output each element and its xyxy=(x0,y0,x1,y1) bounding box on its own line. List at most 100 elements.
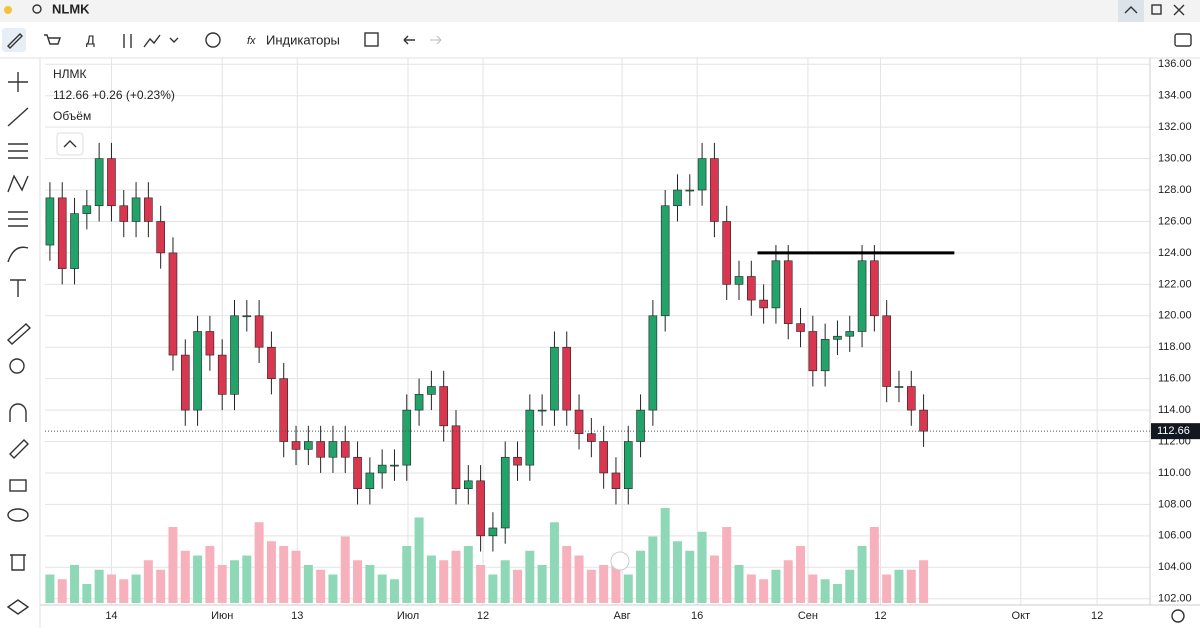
text-tool[interactable] xyxy=(10,279,26,297)
candle-body xyxy=(230,315,239,395)
candle-body xyxy=(673,189,682,207)
screenshot-button[interactable] xyxy=(1174,33,1192,47)
volume-bar xyxy=(513,569,523,603)
volume-bar xyxy=(660,508,670,603)
candle-body xyxy=(783,260,793,324)
volume-bar xyxy=(722,527,732,603)
window-button[interactable] xyxy=(1151,4,1162,15)
magnet-tool[interactable] xyxy=(9,403,27,422)
volume-bar xyxy=(180,550,190,603)
candle-body xyxy=(353,456,362,489)
volume-bar xyxy=(291,550,301,603)
status-dot xyxy=(4,6,12,14)
brush-tool[interactable] xyxy=(7,246,29,263)
layout-button[interactable] xyxy=(364,32,379,47)
candle-body xyxy=(919,409,928,432)
volume-bar xyxy=(279,546,289,603)
crosshair-tool[interactable] xyxy=(8,72,28,92)
candle-body xyxy=(500,456,510,529)
ruler-tool[interactable] xyxy=(6,323,32,345)
volume-bar xyxy=(389,579,399,603)
candle-body xyxy=(488,527,498,537)
y-tick-label: 134.00 xyxy=(1158,90,1192,102)
candle-body xyxy=(45,197,55,246)
area-icon[interactable] xyxy=(143,34,161,48)
candle-body xyxy=(70,213,79,269)
legend-price: 112.66 +0.26 (+0.23%) xyxy=(53,88,175,102)
volume-bar xyxy=(254,522,264,603)
search-text[interactable]: NLMK xyxy=(52,1,90,16)
cart-icon[interactable] xyxy=(44,34,61,45)
candle-body xyxy=(217,354,227,395)
volume-bar xyxy=(426,555,436,603)
y-tick-label: 116.00 xyxy=(1158,373,1191,385)
y-tick-label: 114.00 xyxy=(1158,404,1191,416)
layers-tool[interactable] xyxy=(6,599,30,615)
x-tick-label: 12 xyxy=(1091,610,1103,622)
candle-body xyxy=(144,197,153,222)
y-tick-label: 128.00 xyxy=(1158,184,1192,196)
y-tick-label: 126.00 xyxy=(1158,215,1192,227)
candle-body xyxy=(439,386,448,427)
reset-button[interactable] xyxy=(610,551,630,571)
y-tick-label: 106.00 xyxy=(1158,530,1192,542)
candle-body xyxy=(796,323,805,332)
chart-type-menu[interactable] xyxy=(169,37,179,43)
collapse-button[interactable] xyxy=(1118,0,1144,22)
line-tool[interactable] xyxy=(7,107,29,127)
fx-icon: fx xyxy=(247,35,256,47)
volume-bar xyxy=(820,579,830,603)
candle-body xyxy=(463,480,473,489)
candle-body xyxy=(685,189,695,192)
candle-body xyxy=(279,378,289,442)
volume-bar xyxy=(451,550,461,603)
volume-bar xyxy=(402,546,412,603)
candle-body xyxy=(340,441,350,458)
volume-bar xyxy=(709,555,719,603)
legend-symbol: НЛМК xyxy=(53,67,87,81)
candle-body xyxy=(390,464,399,467)
add-button[interactable] xyxy=(205,32,221,48)
lock-drawing-tool[interactable] xyxy=(9,439,29,459)
settings-button[interactable] xyxy=(1171,609,1185,623)
forecast-tool[interactable] xyxy=(8,211,28,227)
candle-body xyxy=(168,252,178,356)
period-button[interactable]: Д xyxy=(86,32,95,47)
pattern-tool[interactable] xyxy=(7,174,29,193)
candle-body xyxy=(267,346,276,379)
volume-bar xyxy=(783,560,793,603)
candle-body xyxy=(648,315,658,411)
volume-bar xyxy=(611,560,621,603)
volume-bar xyxy=(488,574,498,603)
top-bar xyxy=(0,0,1200,22)
candle-body xyxy=(57,197,67,269)
lock-tool[interactable] xyxy=(9,479,27,492)
search-icon[interactable] xyxy=(32,4,42,14)
delete-tool[interactable] xyxy=(10,554,26,571)
candle-body xyxy=(402,409,412,466)
fib-tool[interactable] xyxy=(8,143,28,159)
zoom-tool[interactable] xyxy=(9,358,25,374)
volume-bar xyxy=(106,574,116,603)
volume-bar xyxy=(845,569,855,603)
undo-button[interactable] xyxy=(403,35,415,45)
candle-body xyxy=(131,197,141,222)
volume-bar xyxy=(205,546,215,603)
volume-bar xyxy=(414,517,424,603)
candle-body xyxy=(820,339,830,372)
candle-body xyxy=(205,331,215,356)
x-tick-label: 12 xyxy=(874,610,886,622)
last-price-label: 112.66 xyxy=(1157,425,1190,437)
volume-bar xyxy=(82,584,92,603)
visibility-tool[interactable] xyxy=(7,508,29,522)
volume-bar xyxy=(574,555,584,603)
close-button[interactable] xyxy=(1173,4,1185,16)
legend-collapse[interactable] xyxy=(56,132,84,156)
candles-icon[interactable] xyxy=(123,34,132,48)
indicators-button[interactable]: Индикаторы xyxy=(266,32,340,47)
candle-body xyxy=(574,409,584,434)
redo-button[interactable] xyxy=(430,35,442,45)
y-tick-label: 102.00 xyxy=(1158,593,1192,605)
x-tick-label: 14 xyxy=(105,610,117,622)
